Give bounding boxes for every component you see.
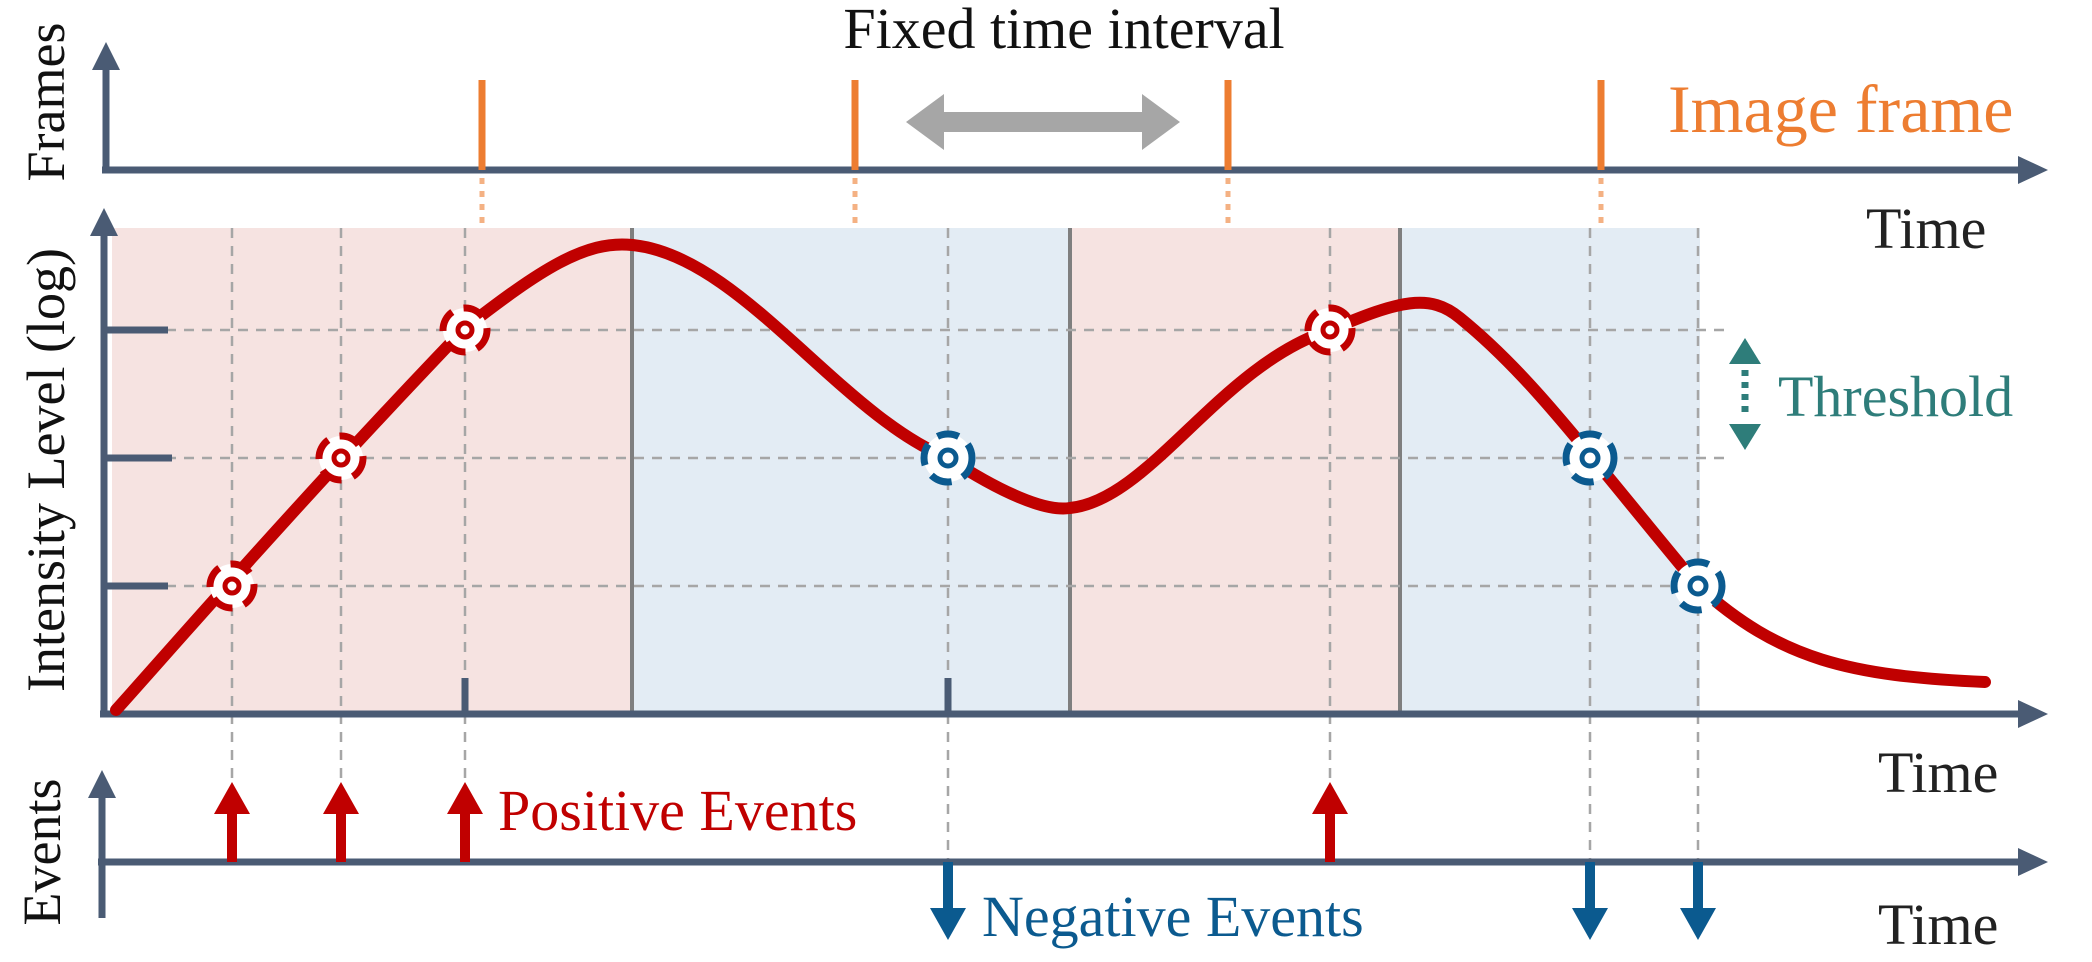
negative-event-arrow-icon [1572,862,1608,940]
intensity-axis-arrowhead-up [90,208,118,236]
positive-crossing-marker [1304,304,1356,356]
frames-axis-label: Frames [16,23,76,182]
positive-crossing-marker [439,304,491,356]
image-frame-label: Image frame [1668,71,2013,147]
threshold-arrowhead-down [1729,424,1761,450]
threshold-arrowhead-up [1729,338,1761,364]
event-gridlines [230,228,1700,880]
positive-crossing-marker [315,432,367,484]
intensity-axis [90,208,2048,728]
events-axis-arrowhead-up [88,770,116,798]
frames-axis-arrowhead-up [92,42,120,70]
fixed-interval-label: Fixed time interval [843,0,1284,61]
threshold-indicator [1729,338,1761,450]
band-negative-1 [632,228,1070,714]
band-negative-2 [1400,228,1700,714]
time-label-bottom: Time [1878,892,1998,957]
band-positive-1 [112,228,632,714]
intensity-axis-label: Intensity Level (log) [16,248,76,692]
positive-events-label: Positive Events [498,778,857,843]
positive-crossing-marker [206,560,258,612]
frames-axis [92,42,2048,184]
negative-crossing-marker [1562,430,1618,486]
negative-event-arrow-icon [930,862,966,940]
band-positive-2 [1070,228,1400,714]
frames-axis-arrowhead-right [2018,156,2048,184]
positive-event-arrows [214,782,1348,862]
negative-event-arrow-icon [1680,862,1716,940]
positive-event-arrow-icon [447,782,483,862]
time-label-top: Time [1866,196,1986,261]
positive-event-arrow-icon [323,782,359,862]
time-label-middle: Time [1878,740,1998,805]
positive-event-arrow-icon [214,782,250,862]
events-axis-arrowhead-right [2018,848,2048,876]
events-axis-label: Events [12,779,72,926]
image-frames [478,80,1605,170]
frame-connectors [479,178,1604,228]
negative-events-label: Negative Events [982,884,1364,949]
crossing-markers [206,304,1726,614]
fixed-interval-arrow [906,94,1180,150]
intensity-axis-arrowhead-right [2018,700,2048,728]
polarity-bands [112,228,1700,714]
positive-event-arrow-icon [1312,782,1348,862]
threshold-label: Threshold [1778,364,2013,429]
negative-crossing-marker [1670,558,1726,614]
negative-event-arrows [930,862,1716,940]
double-arrow-icon [906,94,1180,150]
negative-crossing-marker [920,430,976,486]
